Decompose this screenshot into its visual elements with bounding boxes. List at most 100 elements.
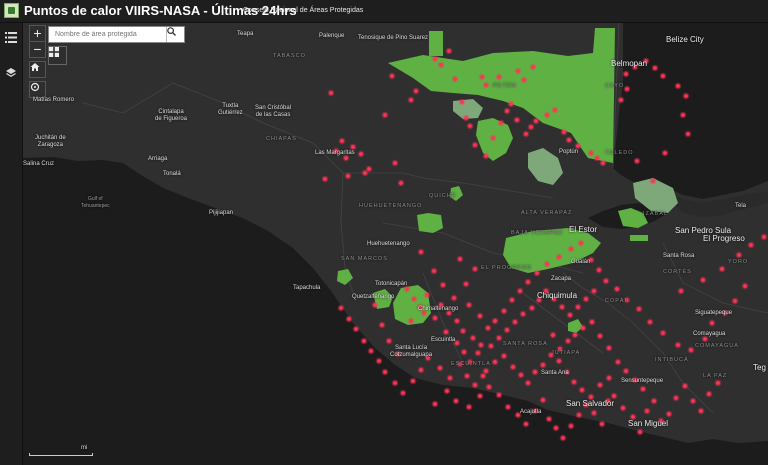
hotspot-point[interactable] [644,59,648,63]
hotspot-point[interactable] [604,279,608,283]
hotspot-point[interactable] [363,171,367,175]
locate-button[interactable] [29,81,46,98]
hotspot-point[interactable] [462,350,466,354]
hotspot-point[interactable] [648,320,652,324]
hotspot-point[interactable] [447,311,451,315]
hotspot-point[interactable] [414,89,418,93]
hotspot-point[interactable] [493,360,497,364]
hotspot-point[interactable] [489,344,493,348]
hotspot-point[interactable] [458,362,462,366]
hotspot-point[interactable] [545,113,549,117]
hotspot-point[interactable] [412,297,416,301]
hotspot-point[interactable] [422,311,426,315]
hotspot-point[interactable] [569,424,573,428]
hotspot-point[interactable] [419,368,423,372]
hotspot-point[interactable] [439,63,443,67]
hotspot-point[interactable] [373,303,377,307]
hotspot-point[interactable] [572,380,576,384]
hotspot-point[interactable] [576,144,580,148]
hotspot-point[interactable] [580,388,584,392]
hotspot-point[interactable] [481,374,485,378]
hotspot-point[interactable] [716,381,720,385]
hotspot-point[interactable] [484,154,488,158]
hotspot-point[interactable] [762,235,766,239]
hotspot-point[interactable] [409,98,413,102]
hotspot-point[interactable] [486,326,490,330]
hotspot-point[interactable] [676,84,680,88]
hotspot-point[interactable] [607,346,611,350]
hotspot-point[interactable] [383,370,387,374]
hotspot-point[interactable] [533,370,537,374]
hotspot-point[interactable] [497,393,501,397]
hotspot-point[interactable] [347,317,351,321]
hotspot-point[interactable] [419,250,423,254]
hotspot-point[interactable] [545,262,549,266]
hotspot-point[interactable] [433,316,437,320]
hotspot-point[interactable] [467,303,471,307]
hotspot-point[interactable] [393,381,397,385]
hotspot-point[interactable] [659,419,663,423]
hotspot-point[interactable] [598,383,602,387]
hotspot-point[interactable] [710,321,714,325]
hotspot-point[interactable] [526,280,530,284]
hotspot-point[interactable] [661,331,665,335]
hotspot-point[interactable] [339,306,343,310]
hotspot-point[interactable] [521,312,525,316]
search-button[interactable] [166,27,184,42]
hotspot-point[interactable] [509,102,513,106]
hotspot-point[interactable] [569,247,573,251]
hotspot-point[interactable] [590,320,594,324]
hotspot-point[interactable] [445,389,449,393]
hotspot-point[interactable] [589,395,593,399]
hotspot-point[interactable] [329,91,333,95]
hotspot-point[interactable] [399,181,403,185]
hotspot-point[interactable] [484,369,488,373]
hotspot-point[interactable] [691,399,695,403]
hotspot-point[interactable] [464,282,468,286]
hotspot-point[interactable] [544,289,548,293]
hotspot-point[interactable] [516,413,520,417]
hotspot-point[interactable] [597,268,601,272]
hotspot-point[interactable] [479,343,483,347]
hotspot-point[interactable] [645,409,649,413]
hotspot-point[interactable] [676,343,680,347]
hotspot-point[interactable] [390,74,394,78]
hotspot-point[interactable] [683,384,687,388]
hotspot-point[interactable] [615,287,619,291]
hotspot-point[interactable] [689,348,693,352]
hotspot-point[interactable] [465,374,469,378]
hotspot-point[interactable] [637,307,641,311]
hotspot-point[interactable] [633,65,637,69]
hotspot-point[interactable] [377,359,381,363]
hotspot-point[interactable] [438,366,442,370]
hotspot-point[interactable] [418,305,422,309]
hotspot-point[interactable] [383,113,387,117]
hotspot-point[interactable] [480,75,484,79]
hotspot-point[interactable] [433,402,437,406]
zoom-in-button[interactable]: + [29,25,46,42]
hotspot-point[interactable] [557,255,561,259]
hotspot-point[interactable] [554,426,558,430]
layers-icon[interactable] [2,64,20,82]
hotspot-point[interactable] [619,98,623,102]
basemap-gallery-button[interactable] [48,46,67,65]
hotspot-point[interactable] [589,258,593,262]
hotspot-point[interactable] [453,77,457,81]
hotspot-point[interactable] [560,305,564,309]
hotspot-point[interactable] [606,399,610,403]
hotspot-point[interactable] [468,360,472,364]
hotspot-point[interactable] [526,381,530,385]
hotspot-point[interactable] [641,387,645,391]
hotspot-point[interactable] [595,156,599,160]
hotspot-point[interactable] [621,406,625,410]
hotspot-point[interactable] [720,267,724,271]
hotspot-point[interactable] [464,116,468,120]
hotspot-point[interactable] [651,179,655,183]
hotspot-point[interactable] [478,394,482,398]
hotspot-point[interactable] [624,369,628,373]
hotspot-point[interactable] [476,351,480,355]
hotspot-point[interactable] [493,319,497,323]
hotspot-point[interactable] [505,328,509,332]
hotspot-point[interactable] [600,422,604,426]
hotspot-point[interactable] [598,334,602,338]
